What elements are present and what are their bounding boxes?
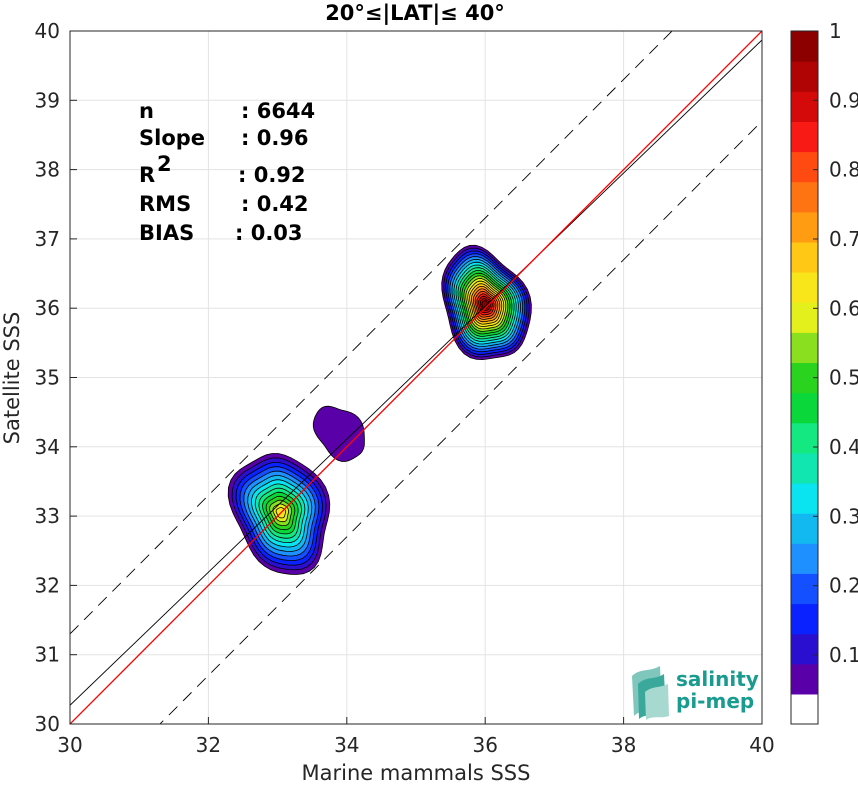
- y-tick-label: 32: [35, 573, 60, 597]
- y-tick-label: 39: [35, 88, 60, 112]
- colorbar-tick-label: 0.7: [829, 227, 858, 251]
- colorbar-segment: [791, 663, 818, 695]
- x-tick-label: 30: [57, 733, 82, 757]
- colorbar-segment: [791, 603, 818, 635]
- stat-value: : 6644: [241, 99, 315, 123]
- chart-title: 20°≤|LAT|≤ 40°: [325, 1, 505, 26]
- colorbar-segment: [791, 573, 818, 605]
- identity-line: [70, 31, 762, 724]
- logo: salinity pi-mep: [632, 666, 759, 720]
- colorbar-segment: [791, 91, 818, 122]
- colorbar-segment: [791, 272, 818, 303]
- colorbar-tick-label: 1: [829, 19, 842, 43]
- x-tick-label: 40: [749, 733, 774, 757]
- reference-lines: [70, 31, 762, 724]
- colorbar-segment: [791, 181, 818, 213]
- stat-value: : 0.03: [235, 221, 303, 245]
- colorbar-tick-label: 0.9: [829, 88, 858, 112]
- y-tick-label: 36: [35, 296, 60, 320]
- colorbar-segment: [791, 422, 818, 454]
- logo-line1: salinity: [676, 667, 759, 691]
- colorbar-tick-label: 0.6: [829, 296, 858, 320]
- colorbar-segment: [791, 241, 818, 273]
- colorbar-tick-label: 0.1: [829, 643, 858, 667]
- stat-label: R: [139, 163, 155, 187]
- colorbar-segment: [791, 543, 818, 574]
- colorbar-segment: [791, 693, 818, 725]
- stats-block: n : 6644 Slope : 0.96 R 2 : 0.92 RMS : 0.42 BIAS:…: [139, 99, 315, 245]
- colorbar-segment: [791, 31, 818, 62]
- logo-line2: pi-mep: [676, 689, 754, 713]
- lower-bound-line: [159, 120, 762, 724]
- colorbar-segment: [791, 211, 818, 243]
- colorbar-tick-label: 0.4: [829, 435, 858, 459]
- stat-label: BIAS: [139, 221, 194, 245]
- x-tick-label: 38: [611, 733, 636, 757]
- colorbar-tick-label: 0.3: [829, 504, 858, 528]
- stat-superscript: 2: [157, 152, 172, 176]
- colorbar: 0.1 0.2 0.3 0.4 0.5 0.6 0.7 0.8 0.9 1: [790, 19, 858, 725]
- stat-value: : 0.96: [241, 126, 309, 150]
- colorbar-segment: [791, 332, 818, 364]
- colorbar-segment: [791, 121, 818, 153]
- x-axis-label: Marine mammals SSS: [302, 761, 531, 785]
- y-tick-label: 35: [35, 366, 60, 390]
- density-contours: [227, 244, 532, 575]
- stat-label: n: [139, 99, 154, 123]
- colorbar-segment: [791, 513, 818, 544]
- colorbar-segment: [791, 452, 818, 484]
- wave-logo-icon: [632, 666, 669, 720]
- y-tick-label: 37: [35, 227, 60, 251]
- stat-label: Slope: [139, 126, 205, 150]
- y-tick-label: 38: [35, 158, 60, 182]
- y-tick-label: 40: [35, 19, 60, 43]
- y-axis-label: Satellite SSS: [0, 312, 24, 445]
- colorbar-tick-label: 0.5: [829, 366, 858, 390]
- x-tick-label: 34: [334, 733, 359, 757]
- colorbar-tick-label: 0.2: [829, 574, 858, 598]
- stat-value: : 0.42: [241, 192, 309, 216]
- fit-line: [70, 39, 762, 706]
- colorbar-tick-label: 0.8: [829, 158, 858, 182]
- x-tick-label: 32: [196, 733, 221, 757]
- y-tick-label: 33: [35, 504, 60, 528]
- y-tick-label: 34: [35, 435, 60, 459]
- x-tick-labels: 30 32 34 36 38 40: [57, 733, 774, 757]
- colorbar-segment: [791, 302, 818, 333]
- colorbar-segment: [791, 151, 818, 183]
- colorbar-segment: [791, 482, 818, 514]
- upper-bound-line: [70, 31, 673, 635]
- colorbar-segment: [791, 633, 818, 665]
- stat-value: : 0.92: [238, 163, 306, 187]
- density-contour: [312, 405, 365, 462]
- plot-frame: [69, 30, 763, 725]
- y-tick-label: 31: [35, 643, 60, 667]
- colorbar-segment: [791, 61, 818, 92]
- y-tick-labels: 30 31 32 33 34 35 36 37 38 39 40: [35, 19, 60, 736]
- x-tick-label: 36: [472, 733, 497, 757]
- colorbar-segment: [791, 392, 818, 424]
- stat-label: RMS: [139, 192, 191, 216]
- y-tick-label: 30: [35, 712, 60, 736]
